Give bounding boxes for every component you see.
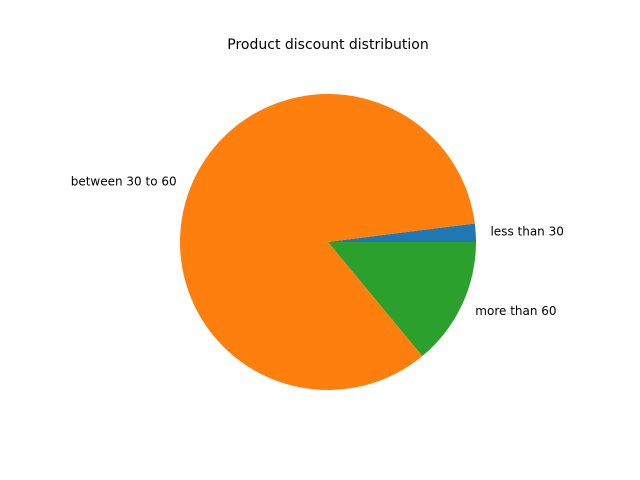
pie-slice <box>328 223 476 242</box>
pie-slice-label: less than 30 <box>490 224 563 238</box>
pie-slice <box>328 242 477 357</box>
pie-slice-labels: less than 30 between 30 to 60 more than 60 <box>71 175 564 318</box>
pie-slice-label: more than 60 <box>475 304 556 318</box>
pie-slice-label: between 30 to 60 <box>71 175 177 189</box>
pie-slice <box>179 94 475 391</box>
chart-title: Product discount distribution <box>227 37 428 53</box>
pie-slices <box>179 94 477 391</box>
